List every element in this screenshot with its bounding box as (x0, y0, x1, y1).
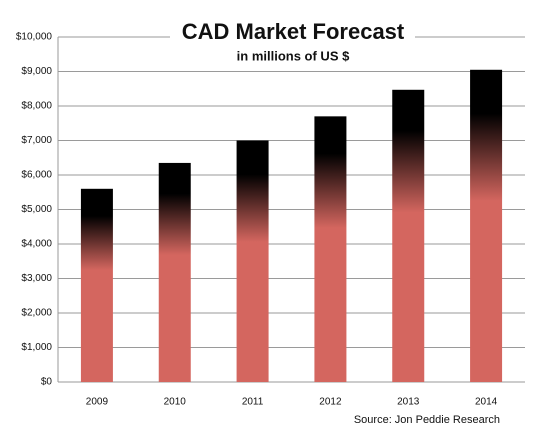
y-tick-label: $4,000 (21, 239, 52, 250)
bar (80, 188, 113, 382)
y-tick-label: $8,000 (21, 101, 52, 112)
chart-subtitle: in millions of US $ (237, 48, 350, 63)
chart-title: CAD Market Forecast (182, 19, 405, 44)
bar (314, 116, 347, 382)
title-backdrop (170, 18, 415, 68)
y-tick-label: $6,000 (21, 170, 52, 181)
y-tick-label: $7,000 (21, 135, 52, 146)
bar (392, 89, 425, 382)
x-tick-label: 2013 (397, 397, 420, 408)
y-tick-label: $3,000 (21, 273, 52, 284)
bar (158, 162, 191, 382)
y-tick-label: $0 (41, 377, 53, 388)
y-tick-label: $9,000 (21, 66, 52, 77)
bar (470, 69, 503, 383)
x-tick-label: 2009 (86, 397, 109, 408)
x-tick-label: 2011 (242, 397, 264, 408)
bar (236, 140, 269, 382)
y-tick-label: $10,000 (16, 32, 53, 43)
y-tick-label: $2,000 (21, 308, 52, 319)
source-note: Source: Jon Peddie Research (354, 414, 500, 426)
y-tick-label: $5,000 (21, 204, 52, 215)
x-tick-label: 2014 (475, 397, 498, 408)
x-tick-label: 2012 (319, 397, 342, 408)
y-tick-label: $1,000 (21, 342, 52, 353)
x-tick-label: 2010 (164, 397, 187, 408)
